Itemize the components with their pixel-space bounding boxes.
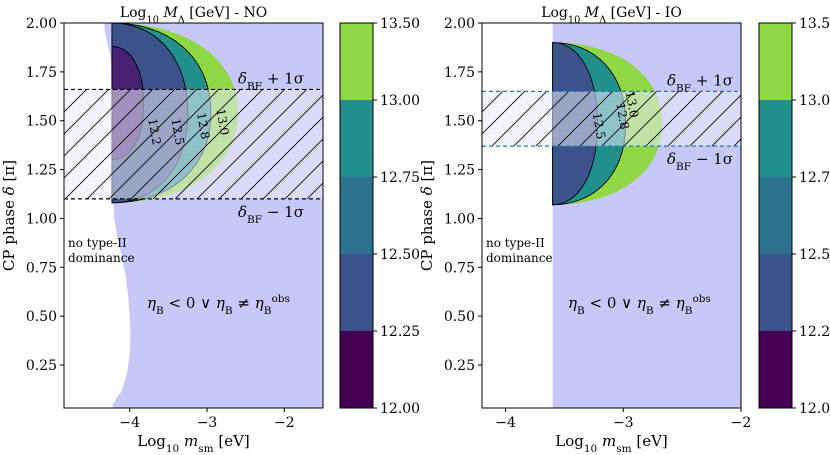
colorbar-segment (759, 100, 792, 177)
colorbar-tick-label: 13.50 (380, 16, 420, 32)
colorbar-segment (340, 254, 373, 331)
colorbar-tick-label: 13.00 (380, 93, 420, 109)
colorbar-frame (758, 22, 793, 409)
colorbar-tick-label: 12.00 (799, 401, 830, 417)
colorbar-tick-label: 12.25 (799, 324, 830, 340)
colorbar-segment (759, 331, 792, 408)
colorbar-tick-label: 12.00 (380, 401, 420, 417)
colorbar-tick-label: 12.50 (380, 247, 420, 263)
colorbar-segment (340, 177, 373, 254)
excluded-region-label: ηB < 0 ∨ ηB ≠ ηBobs (568, 293, 711, 317)
colorbar-inverted-ordering: 12.00 12.25 12.50 12.75 13.00 13.50 (758, 16, 830, 417)
y-tick-label: 1.25 (444, 163, 475, 179)
contour-label: 12.5 (590, 112, 608, 141)
plot-area: 12.5 12.813.0 (482, 23, 741, 408)
sigma-band-hatch (482, 91, 741, 147)
colorbar-segment (340, 331, 373, 408)
x-axis-label: Log10 msm [eV] (555, 432, 668, 455)
y-tick-label: 1.25 (26, 163, 57, 179)
contour-label: 13.0 (623, 90, 641, 119)
y-tick-label: 2.00 (444, 16, 475, 32)
y-axis-label: CP phase δ [π] (0, 160, 18, 271)
panel-normal-ordering: 12.2 12.5 12.8 13.0 δBF + 1σ δBF − 1σ no type-… (0, 5, 324, 455)
axes-frame (481, 22, 742, 409)
band-upper-label: δBF + 1σ (667, 71, 733, 94)
y-tick-label: 0.75 (444, 260, 475, 276)
panel-title: Log10 MΔ [GeV] - NO (120, 5, 267, 26)
contour-label: 12.8 (613, 102, 631, 131)
colorbar-tick-label: 12.50 (799, 247, 830, 263)
no-dominance-label: dominance (68, 251, 135, 265)
no-dominance-label: no type-II (486, 236, 545, 250)
colorbar-frame (339, 22, 374, 409)
y-tick-label: 1.50 (444, 114, 475, 130)
excluded-region-label: ηB < 0 ∨ ηB ≠ ηBobs (147, 293, 290, 317)
no-dominance-label: no type-II (68, 236, 127, 250)
contour-label: 12.2 (145, 117, 163, 146)
colorbar-segment (340, 100, 373, 177)
axes-frame (63, 22, 324, 409)
sigma-band-hatch (64, 89, 323, 199)
colorbar-tick-label: 13.00 (799, 93, 830, 109)
colorbar-segment (340, 23, 373, 100)
colorbar-tick-label: 12.75 (380, 170, 420, 186)
y-tick-label: 2.00 (26, 16, 57, 32)
colorbar-segment (759, 254, 792, 331)
colorbar-segment (759, 23, 792, 100)
plot-area: 12.2 12.5 12.8 13.0 (64, 23, 323, 408)
band-lower-label: δBF − 1σ (667, 150, 733, 173)
band-lower-label: δBF − 1σ (238, 203, 304, 226)
colorbar-tick-label: 12.75 (799, 170, 830, 186)
x-tick-label: −3 (197, 415, 218, 431)
no-dominance-label: dominance (486, 251, 553, 265)
y-tick-label: 1.75 (26, 65, 57, 81)
panel-title: Log10 MΔ [GeV] - IO (541, 5, 682, 26)
x-tick-label: −3 (613, 415, 634, 431)
y-tick-label: 0.50 (444, 309, 475, 325)
x-tick-label: −2 (731, 415, 752, 431)
x-tick-label: −4 (495, 415, 516, 431)
y-tick-label: 0.25 (26, 358, 57, 374)
x-axis-label: Log10 msm [eV] (137, 432, 250, 455)
y-tick-label: 1.75 (444, 65, 475, 81)
contour-label: 12.8 (194, 112, 212, 141)
y-tick-label: 1.00 (444, 211, 475, 227)
y-tick-label: 0.50 (26, 309, 57, 325)
y-tick-label: 0.75 (26, 260, 57, 276)
contour-label: 12.5 (169, 117, 187, 146)
panel-inverted-ordering: 12.5 12.813.0 δBF + 1σ δBF − 1σ no type-IIdo… (418, 5, 751, 455)
y-tick-label: 0.25 (444, 358, 475, 374)
x-tick-label: −4 (119, 415, 140, 431)
y-tick-label: 1.00 (26, 211, 57, 227)
contour-label: 13.0 (213, 108, 231, 137)
y-tick-label: 1.50 (26, 114, 57, 130)
band-upper-label: δBF + 1σ (238, 69, 304, 92)
colorbar-tick-label: 12.25 (380, 324, 420, 340)
x-tick-label: −2 (274, 415, 295, 431)
y-axis-label: CP phase δ [π] (418, 160, 436, 271)
colorbar-tick-label: 13.50 (799, 16, 830, 32)
colorbar-normal-ordering: 12.00 12.25 12.50 12.75 13.00 13.50 (339, 16, 420, 417)
colorbar-segment (759, 177, 792, 254)
